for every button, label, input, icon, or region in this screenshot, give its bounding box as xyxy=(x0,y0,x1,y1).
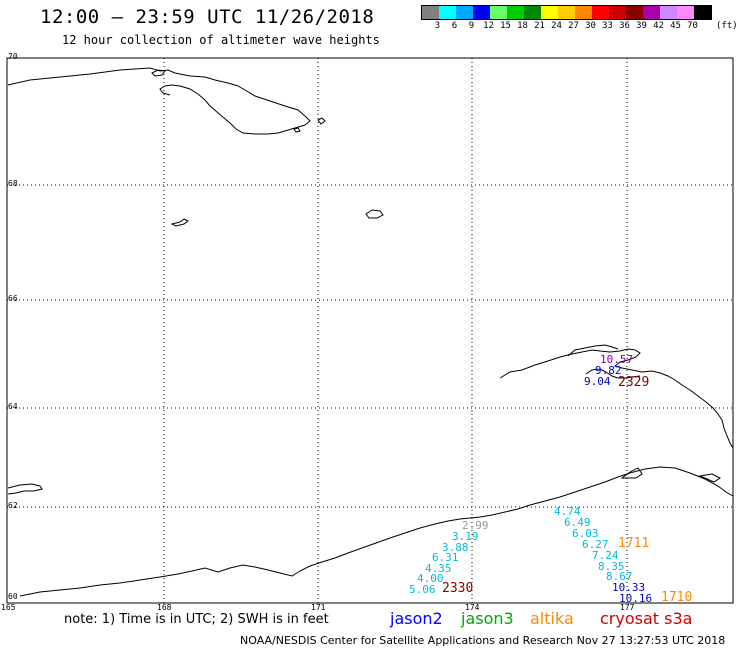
pass-time-label: 2329 xyxy=(618,375,650,390)
lat-label: 66 xyxy=(8,294,18,303)
credit-line: NOAA/NESDIS Center for Satellite Applica… xyxy=(240,634,726,647)
color-scale-swatch xyxy=(473,6,490,19)
map-subtitle: 12 hour collection of altimeter wave hei… xyxy=(62,33,380,47)
color-scale-swatch xyxy=(456,6,473,19)
swh-value: 7.24 xyxy=(592,549,619,562)
coastlines xyxy=(7,67,734,597)
longitude-gridlines xyxy=(163,58,628,603)
legend-cryosat-s3a: cryosat s3a xyxy=(600,609,693,628)
color-scale-swatch xyxy=(660,6,677,19)
swh-value: 4.00 xyxy=(417,572,444,585)
lat-label: 62 xyxy=(8,501,18,510)
swh-value: 2.99 xyxy=(462,519,489,532)
color-scale-swatch xyxy=(609,6,626,19)
footnote: note: 1) Time is in UTC; 2) SWH is in fe… xyxy=(64,612,329,627)
swh-value: 8.35 xyxy=(598,560,625,573)
color-scale-swatch xyxy=(643,6,660,19)
swh-value: 6.49 xyxy=(564,516,591,529)
color-scale-label: 15 xyxy=(500,21,511,31)
color-scale-swatch xyxy=(524,6,541,19)
swh-value: 9.82 xyxy=(595,364,622,377)
coast-segment xyxy=(585,368,641,379)
swh-value: 10.33 xyxy=(612,581,646,594)
swh-value: 3.88 xyxy=(442,541,469,554)
color-scale-label: 30 xyxy=(585,21,596,31)
color-scale-swatch xyxy=(592,6,609,19)
swh-value: 3.19 xyxy=(452,530,479,543)
color-scale-unit: (ft) xyxy=(716,21,738,31)
lon-label: 171 xyxy=(311,603,326,612)
lon-label: 165 xyxy=(1,603,16,612)
norton-sound-coast xyxy=(567,344,619,357)
color-scale-label: 45 xyxy=(670,21,681,31)
color-scale-swatch xyxy=(422,6,439,19)
color-scale-swatch xyxy=(626,6,643,19)
swh-value: 4.35 xyxy=(425,562,452,575)
island-outline xyxy=(151,69,166,77)
color-scale-swatch xyxy=(507,6,524,19)
color-scale-label: 42 xyxy=(653,21,664,31)
color-scale-swatch xyxy=(541,6,558,19)
latitude-gridlines xyxy=(7,184,733,508)
color-scale-label: 21 xyxy=(534,21,545,31)
map-frame xyxy=(6,57,734,604)
swh-value: 10.16 xyxy=(619,592,653,605)
alaska-peninsula-coast xyxy=(19,466,734,597)
island-outline xyxy=(317,117,326,125)
color-scale-label: 12 xyxy=(483,21,494,31)
pass-time-label: 2330 xyxy=(442,581,474,596)
island-outline xyxy=(170,218,189,227)
legend-altika: altika xyxy=(530,609,574,628)
color-scale-swatch xyxy=(694,6,711,19)
island-outline xyxy=(620,467,643,479)
swh-value: 9.04 xyxy=(584,375,611,388)
swh-value: 10.57 xyxy=(600,353,634,366)
color-scale-swatch xyxy=(575,6,592,19)
swh-value: 6.03 xyxy=(572,527,599,540)
lat-label: 60 xyxy=(8,592,18,601)
color-scale-label: 39 xyxy=(636,21,647,31)
lat-label: 68 xyxy=(8,179,18,188)
pass-time-label: 1710 xyxy=(661,590,693,605)
lon-label: 177 xyxy=(620,603,635,612)
color-scale-label: 33 xyxy=(602,21,613,31)
swh-value: 8.67 xyxy=(606,570,633,583)
color-scale-swatch xyxy=(490,6,507,19)
legend-jason2: jason2 xyxy=(390,609,443,628)
color-scale-swatch xyxy=(439,6,456,19)
color-scale-bar xyxy=(421,5,712,20)
lat-label: 64 xyxy=(8,402,18,411)
color-scale-label: 6 xyxy=(451,21,458,31)
swh-value: 4.74 xyxy=(554,505,581,518)
lat-label: 70 xyxy=(8,52,18,61)
color-scale-label: 24 xyxy=(551,21,562,31)
color-scale-swatch xyxy=(558,6,575,19)
color-scale-swatch xyxy=(677,6,694,19)
lon-label: 168 xyxy=(157,603,172,612)
swh-value: 6.27 xyxy=(582,538,609,551)
pass-time-label: 1711 xyxy=(618,536,650,551)
legend-jason3: jason3 xyxy=(461,609,514,628)
seward-peninsula-coast xyxy=(499,348,734,449)
st-lawrence-island xyxy=(365,209,384,219)
chukotka-coast xyxy=(7,67,311,135)
swh-value: 5.06 xyxy=(409,583,436,596)
swh-value: 6.31 xyxy=(432,551,459,564)
island-outline xyxy=(293,127,301,133)
color-scale-label: 9 xyxy=(468,21,475,31)
map-title: 12:00 – 23:59 UTC 11/26/2018 xyxy=(40,6,375,28)
lon-label: 174 xyxy=(465,603,480,612)
color-scale-label: 36 xyxy=(619,21,630,31)
coast-segment xyxy=(7,483,43,495)
island-outline xyxy=(698,473,721,483)
color-scale-label: 18 xyxy=(517,21,528,31)
color-scale-label: 70 xyxy=(687,21,698,31)
color-scale-label: 27 xyxy=(568,21,579,31)
color-scale-label: 3 xyxy=(434,21,441,31)
